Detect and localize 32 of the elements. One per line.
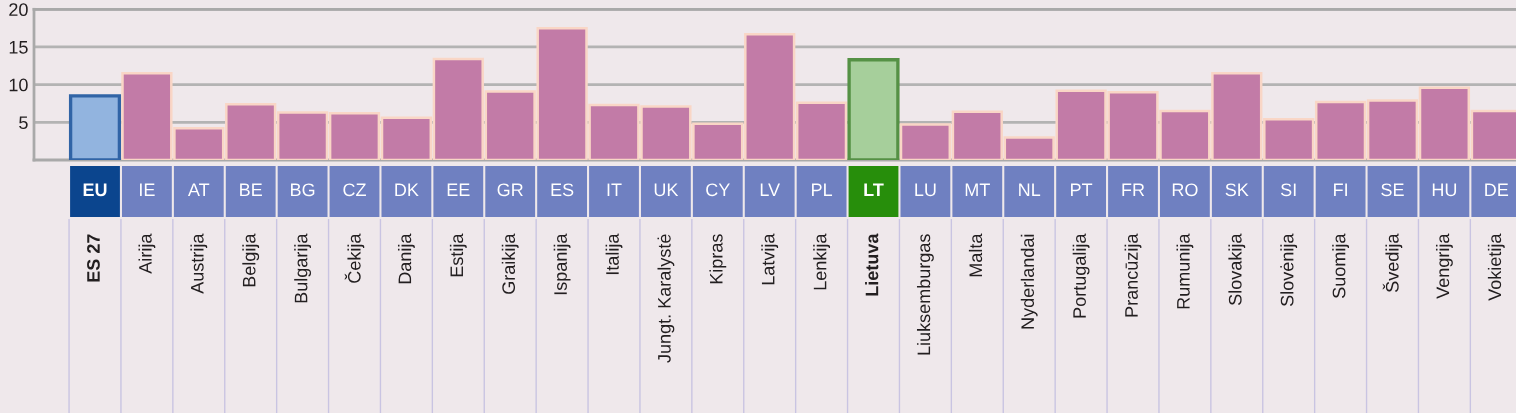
category-label: Švedija SE — [1381, 183, 1404, 292]
category-label: Vokietija DE — [1485, 183, 1509, 301]
category-label: Latvija LV — [760, 183, 780, 285]
category-label: Ispanija ES — [551, 183, 574, 295]
category-label: Slovakija SK — [1225, 183, 1249, 306]
category-label: Graikija GR — [497, 183, 523, 294]
category-label: Kipras CY — [706, 183, 730, 284]
category-label: Suomija FI — [1332, 183, 1350, 298]
category-label: Danija DK — [395, 183, 419, 284]
category-label: Rumunija RO — [1172, 183, 1198, 309]
category-label: Estija EE — [447, 183, 470, 277]
category-label: Austrija AT — [187, 183, 210, 294]
category-label: Lietuva LT — [864, 183, 884, 296]
y-tick-label: 15 — [9, 41, 28, 54]
category-label: Portugalija PT — [1071, 183, 1093, 318]
category-label: Liuksemburgas LU — [915, 183, 936, 355]
category-label: ES 27 EU — [83, 183, 107, 282]
category-label: Prancūzija FR — [1122, 183, 1145, 317]
category-label: Lenkija PL — [812, 183, 833, 290]
y-tick-label: 5 — [19, 116, 28, 130]
category-label: Italija IT — [605, 183, 623, 275]
category-label: Bulgarija BG — [291, 183, 315, 303]
category-label: Nyderlandai NL — [1019, 183, 1041, 329]
category-label: Čekija CZ — [343, 183, 366, 283]
category-label: Jungt. Karalystė UK — [654, 183, 679, 363]
category-label: Vengrija HU — [1432, 183, 1457, 299]
y-tick-label: 10 — [9, 78, 28, 92]
category-label: Malta MT — [965, 183, 990, 277]
category-label: Slovėnija SI — [1280, 183, 1298, 307]
category-label: Airija IE — [138, 183, 156, 274]
category-label: Belgija BE — [240, 183, 262, 287]
y-tick-label: 20 — [9, 3, 28, 17]
